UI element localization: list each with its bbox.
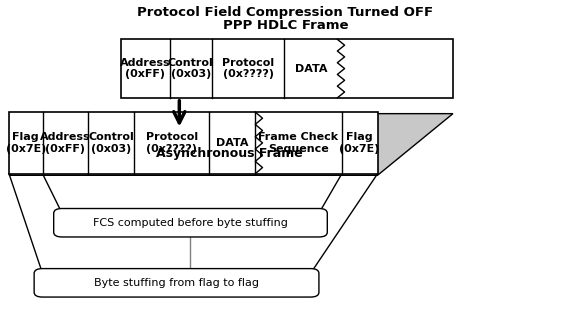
Bar [121, 39, 453, 98]
FancyBboxPatch shape [54, 209, 327, 237]
Text: Address
(0xFF): Address (0xFF) [40, 132, 91, 154]
Text: Flag
(0x7E): Flag (0x7E) [6, 132, 46, 154]
Text: DATA: DATA [294, 63, 327, 74]
Text: Protocol
(0x????): Protocol (0x????) [222, 58, 274, 79]
Text: Frame Check
Sequence: Frame Check Sequence [259, 132, 338, 154]
Text: FCS computed before byte stuffing: FCS computed before byte stuffing [93, 218, 288, 228]
Text: Protocol Field Compression Turned OFF: Protocol Field Compression Turned OFF [138, 6, 434, 19]
Bar [9, 112, 378, 174]
Text: Flag
(0x7E): Flag (0x7E) [340, 132, 380, 154]
Text: Byte stuffing from flag to flag: Byte stuffing from flag to flag [94, 278, 259, 288]
Text: Protocol
(0x????): Protocol (0x????) [145, 132, 198, 154]
Text: PPP HDLC Frame: PPP HDLC Frame [222, 19, 348, 32]
Text: Control
(0x03): Control (0x03) [88, 132, 134, 154]
Text: Control
(0x03): Control (0x03) [168, 58, 213, 79]
Text: DATA: DATA [216, 138, 248, 148]
Text: Asynchronous Frame: Asynchronous Frame [156, 147, 303, 160]
FancyBboxPatch shape [34, 269, 319, 297]
Text: Address
(0xFF): Address (0xFF) [120, 58, 170, 79]
Polygon shape [9, 114, 453, 175]
